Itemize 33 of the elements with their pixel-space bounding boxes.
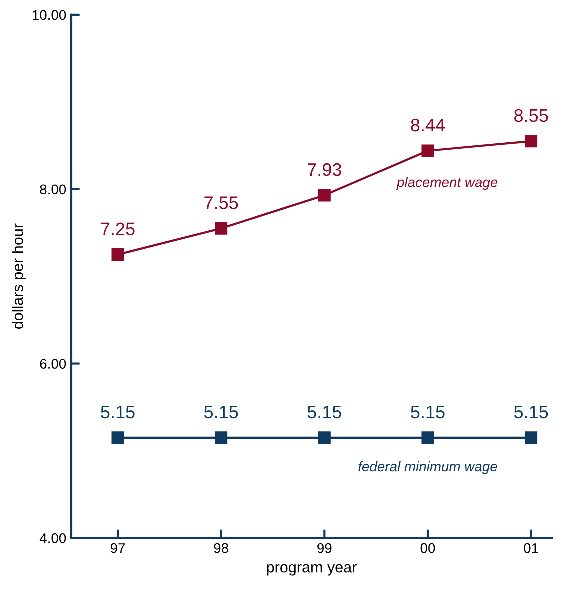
data-label: 7.93: [308, 163, 342, 176]
data-label: 8.44: [411, 118, 446, 132]
x-tick-label: 01: [524, 543, 538, 554]
point: [525, 135, 538, 148]
x-tick-label: 98: [214, 543, 228, 554]
data-label: 5.15: [514, 406, 548, 419]
y-axis-title: dollars per hour: [12, 224, 26, 330]
point: [422, 144, 434, 158]
data-label: 5.15: [101, 406, 135, 419]
y-tick-label: 10.00: [32, 10, 66, 20]
y-tick-label: 6.00: [40, 359, 66, 369]
data-label: 5.15: [411, 406, 445, 419]
series-label: federal minimum wage: [358, 461, 498, 474]
data-label: 7.25: [101, 222, 135, 236]
point: [318, 189, 331, 202]
x-tick-label: 99: [318, 543, 332, 554]
point: [215, 432, 228, 444]
point: [525, 432, 538, 444]
data-label: 5.15: [308, 406, 342, 419]
point: [112, 432, 124, 444]
x-tick-label: 00: [420, 543, 436, 554]
data-label: 7.55: [204, 196, 238, 210]
point: [215, 222, 228, 235]
data-label: 5.15: [204, 406, 238, 419]
point: [318, 432, 331, 444]
x-tick-label: 97: [110, 543, 126, 554]
series-label: placement wage: [396, 177, 498, 190]
point: [112, 248, 124, 262]
y-tick-label: 8.00: [40, 184, 66, 195]
x-axis-title: program year: [267, 564, 357, 576]
point: [422, 432, 434, 444]
y-tick-label: 4.00: [40, 534, 66, 544]
data-label: 8.55: [514, 109, 548, 122]
